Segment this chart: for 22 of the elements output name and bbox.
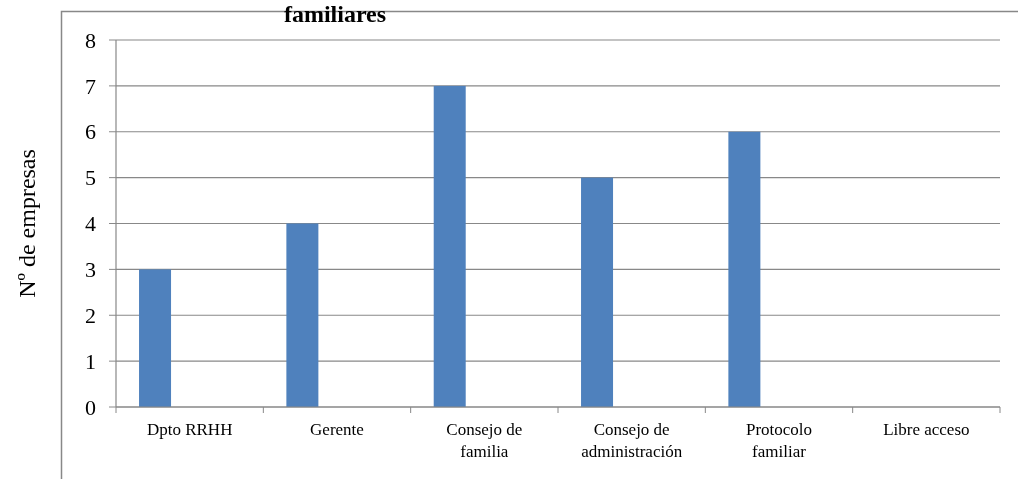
y-tick-label: 4: [85, 211, 96, 237]
y-tick-label: 7: [85, 73, 96, 99]
bar: [581, 177, 614, 407]
x-tick-label: Gerente: [310, 420, 364, 439]
y-tick-label: 6: [85, 119, 96, 145]
bar: [139, 269, 172, 407]
x-tick-label: Consejo de administración: [581, 420, 683, 461]
y-tick-label: 0: [85, 394, 96, 420]
x-tick-label: Protocolo familiar: [745, 420, 813, 461]
bar: [433, 85, 466, 407]
chart-title: familiares: [283, 1, 387, 27]
y-tick-label: 1: [85, 348, 96, 374]
x-tick-label: Consejo de familia: [446, 420, 523, 461]
y-tick-label: 2: [85, 302, 96, 328]
y-tick-label: 8: [85, 27, 96, 53]
y-tick-label: 3: [85, 257, 96, 283]
x-tick-label: Dpto RRHH: [146, 420, 233, 439]
x-tick-label: Libre acceso: [883, 420, 970, 439]
y-axis-title: Nº de empresas: [14, 149, 40, 298]
bar: [728, 131, 761, 407]
y-tick-label: 5: [85, 165, 96, 191]
bar: [286, 223, 319, 407]
